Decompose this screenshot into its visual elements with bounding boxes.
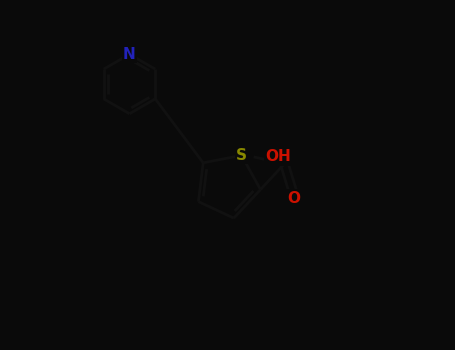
Text: O: O [287,191,300,206]
Text: N: N [123,47,136,62]
Text: OH: OH [265,149,291,164]
Text: S: S [236,148,247,163]
